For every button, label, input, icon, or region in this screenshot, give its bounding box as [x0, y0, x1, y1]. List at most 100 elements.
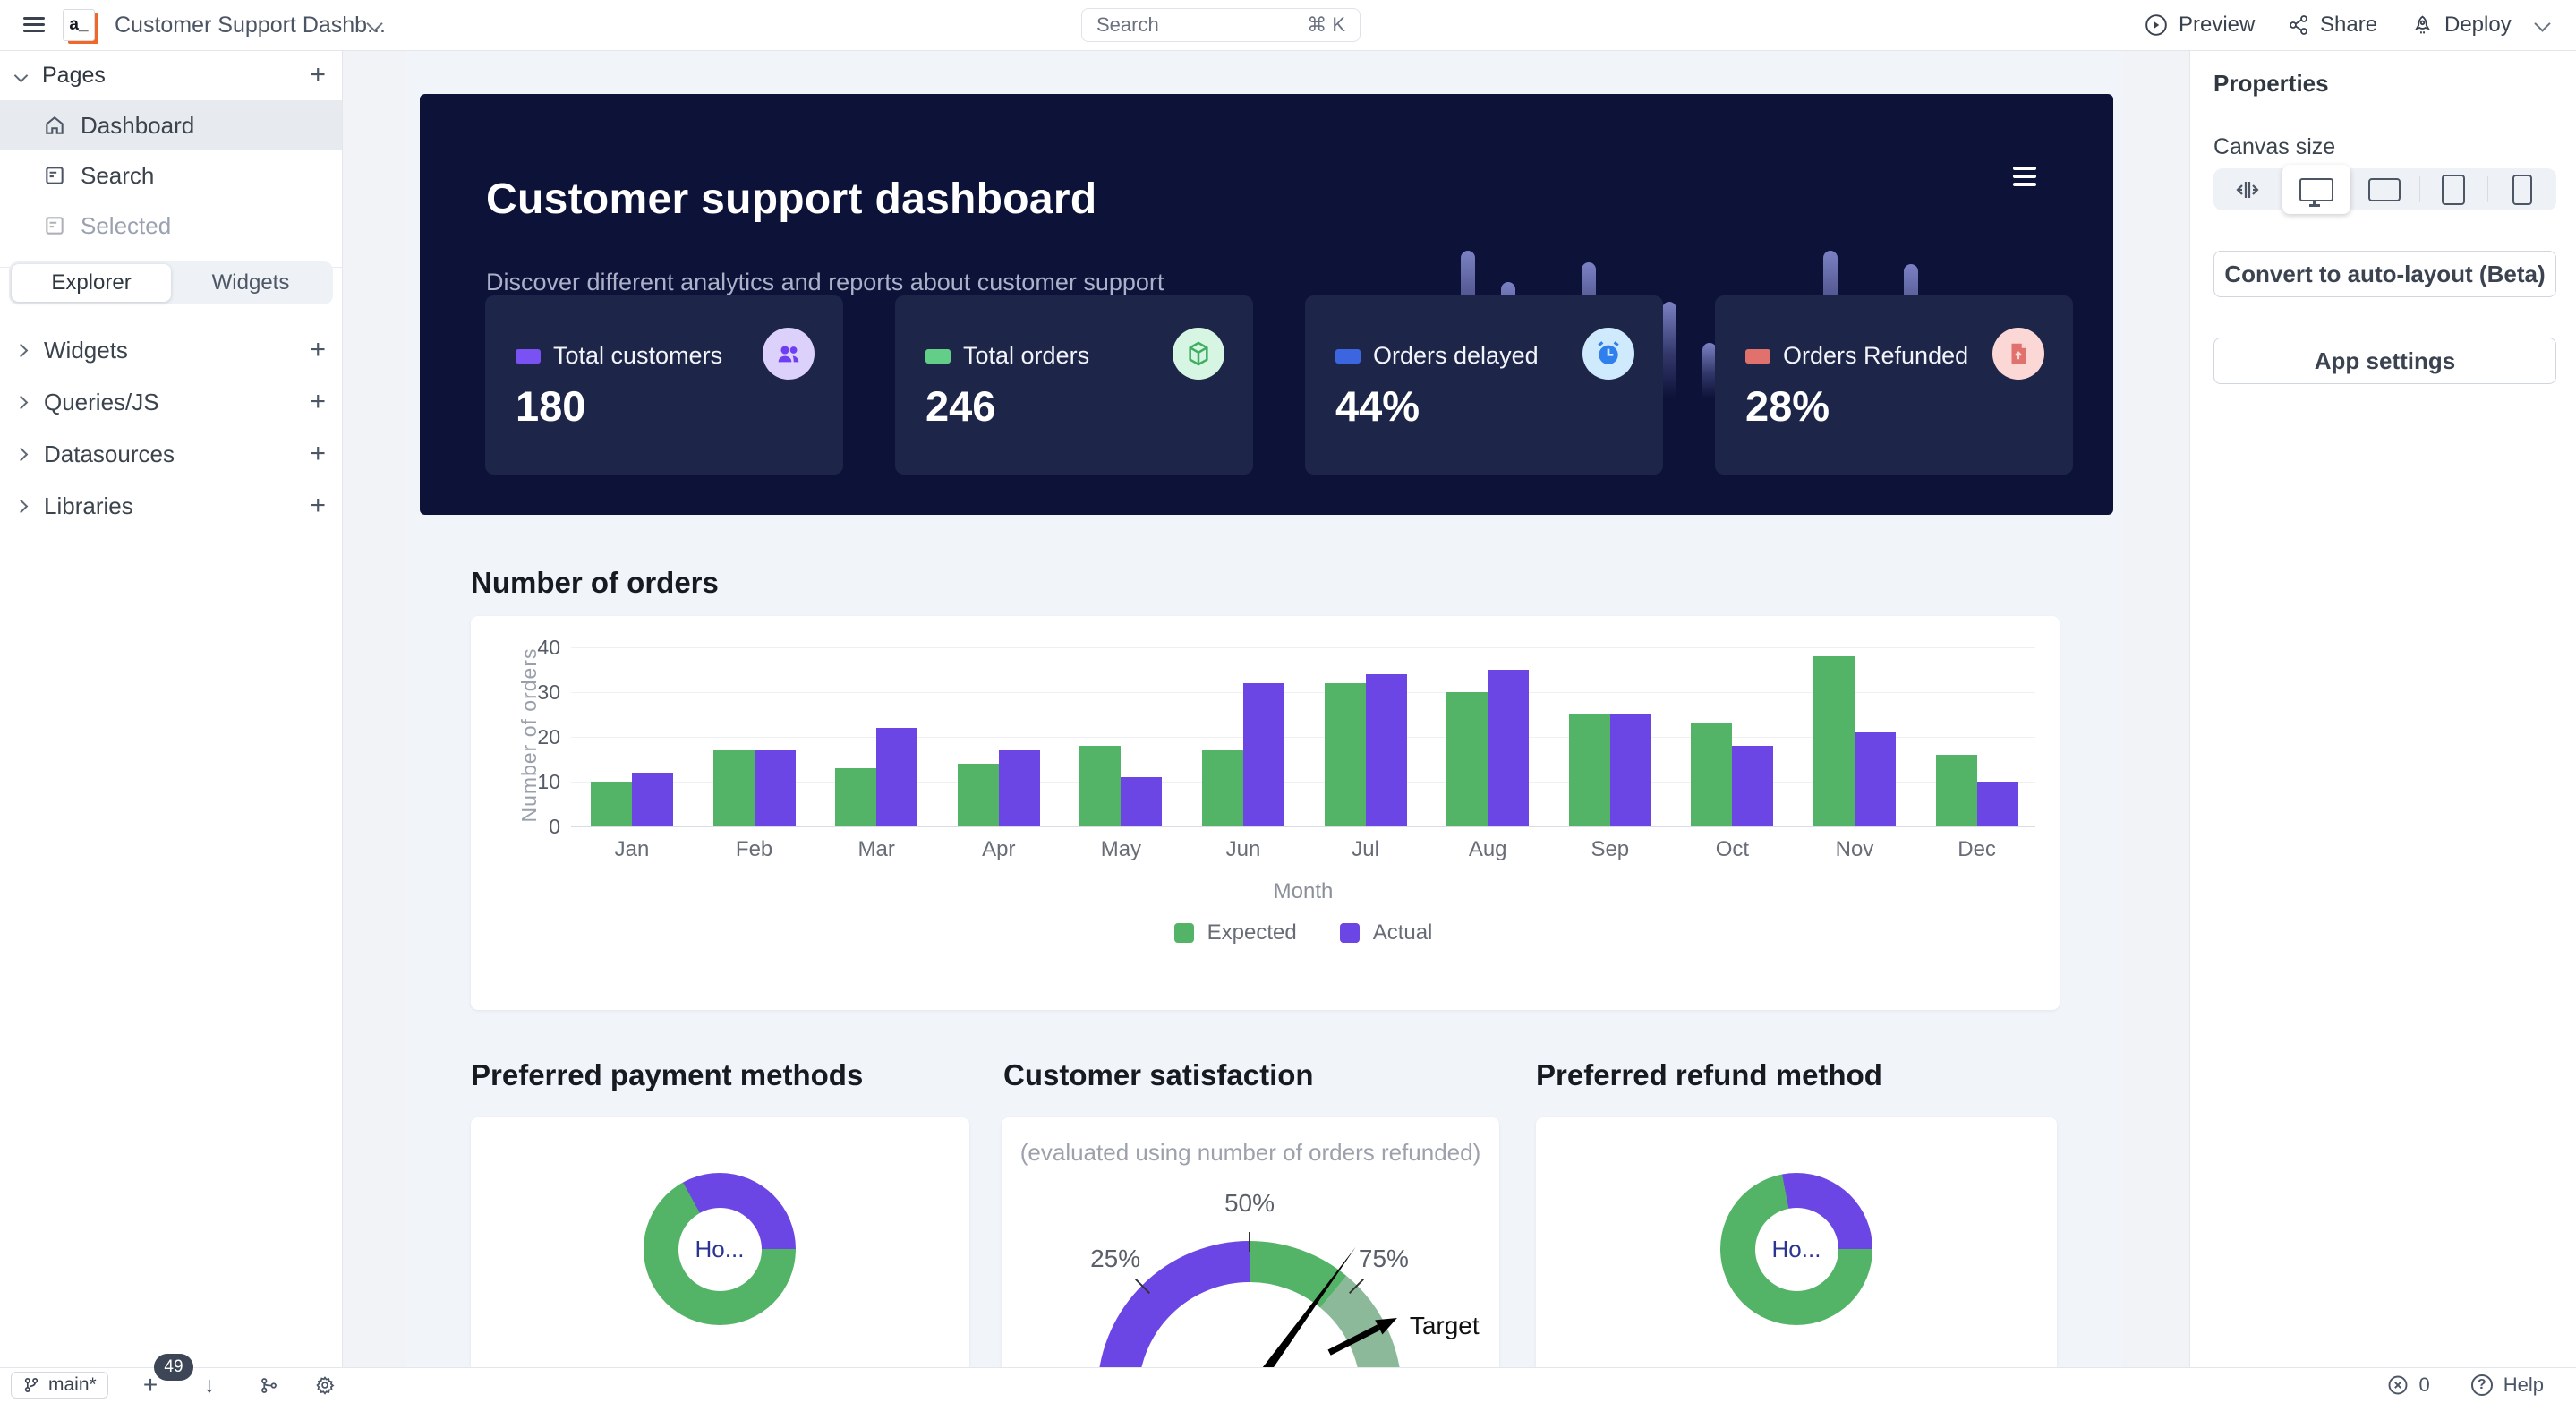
- x-tick-label: Nov: [1835, 837, 1874, 861]
- app-logo[interactable]: a_: [63, 9, 95, 41]
- payment-donut-widget[interactable]: Ho...: [471, 1117, 969, 1367]
- hero-menu-icon[interactable]: [2013, 162, 2036, 191]
- x-tick-label: Mar: [857, 837, 895, 861]
- canvas-size-tablet-landscape-icon[interactable]: [2350, 168, 2419, 210]
- y-tick-label: 0: [549, 815, 560, 838]
- stat-card-total-orders[interactable]: Total orders 246: [895, 295, 1253, 475]
- git-branch-button[interactable]: main*: [11, 1372, 108, 1399]
- chevron-right-icon: [13, 343, 29, 357]
- bar-expected: [1324, 683, 1366, 826]
- donut-center-label: Ho...: [695, 1235, 745, 1262]
- editor-canvas[interactable]: Customer support dashboard Discover diff…: [344, 50, 2189, 1367]
- stat-card-orders-delayed[interactable]: Orders delayed 44%: [1305, 295, 1663, 475]
- bar-expected: [1568, 714, 1610, 826]
- git-branch-icon: [24, 1378, 38, 1392]
- git-merge-button[interactable]: [252, 1368, 285, 1402]
- deploy-button[interactable]: Deploy: [2411, 0, 2512, 50]
- bar-expected: [835, 768, 877, 826]
- tree-section-label: Datasources: [44, 440, 175, 467]
- refund-chart-title: Preferred refund method: [1536, 1058, 1882, 1091]
- users-icon: [763, 328, 815, 380]
- branch-name: main*: [48, 1374, 97, 1395]
- help-button[interactable]: ? Help: [2470, 1373, 2544, 1397]
- gauge-tick-label: 75%: [1359, 1245, 1409, 1272]
- bar-actual: [754, 750, 796, 826]
- sidebar-item-search[interactable]: Search: [0, 150, 342, 201]
- stat-card-total-customers[interactable]: Total customers 180: [485, 295, 843, 475]
- sidebar-item-selected[interactable]: Selected: [0, 201, 342, 251]
- x-tick-label: Jun: [1225, 837, 1261, 861]
- canvas-size-desktop-icon[interactable]: [2282, 165, 2351, 214]
- stat-value: 180: [516, 382, 586, 430]
- zoom-in-button[interactable]: +: [142, 1371, 158, 1399]
- tab-explorer[interactable]: Explorer: [12, 264, 171, 302]
- errors-indicator[interactable]: 0: [2387, 1373, 2430, 1397]
- gauge-target-marker: [1327, 1324, 1380, 1356]
- orders-chart-widget[interactable]: Number of orders 40 30 20 10 0 Jan Feb Mar Apr Ma…: [471, 616, 2060, 1010]
- pages-section-header[interactable]: Pages +: [0, 50, 342, 100]
- error-count: 0: [2418, 1373, 2430, 1396]
- app-settings-button[interactable]: App settings: [2213, 338, 2556, 384]
- legend-item-expected[interactable]: Expected: [1173, 920, 1297, 945]
- left-sidebar: Pages + Dashboard Search Selected Explor…: [0, 50, 343, 1367]
- refund-donut-widget[interactable]: Ho...: [1536, 1117, 2057, 1367]
- search-shortcut-hint: ⌘ K: [1307, 13, 1345, 36]
- hamburger-menu-icon[interactable]: [23, 13, 45, 36]
- legend-label: Actual: [1372, 920, 1433, 945]
- bar-actual: [632, 773, 673, 826]
- tree-section-datasources[interactable]: Datasources +: [0, 428, 342, 480]
- add-query-button[interactable]: +: [310, 387, 326, 416]
- global-search-input[interactable]: Search ⌘ K: [1081, 8, 1361, 42]
- convert-auto-layout-button[interactable]: Convert to auto-layout (Beta): [2213, 251, 2556, 297]
- rocket-icon: [2415, 14, 2430, 33]
- tree-section-label: Queries/JS: [44, 388, 159, 415]
- bar-expected: [591, 782, 632, 826]
- refund-donut-chart: Ho...: [1720, 1173, 1872, 1325]
- stat-card-orders-refunded[interactable]: Orders Refunded 28%: [1715, 295, 2073, 475]
- tree-section-libraries[interactable]: Libraries +: [0, 480, 342, 532]
- stat-swatch: [1335, 348, 1361, 364]
- bar-actual: [1488, 670, 1530, 826]
- page-name: Dashboard: [81, 111, 195, 139]
- x-tick-label: Sep: [1591, 837, 1630, 861]
- help-label: Help: [2503, 1373, 2544, 1396]
- preview-button[interactable]: Preview: [2145, 0, 2255, 50]
- satisfaction-gauge-chart: 25% 50% 75% Target: [1090, 1189, 1480, 1367]
- gridline: [571, 737, 2035, 738]
- tree-section-widgets[interactable]: Widgets +: [0, 324, 342, 376]
- tree-section-queries-js[interactable]: Queries/JS +: [0, 376, 342, 428]
- satisfaction-gauge-widget[interactable]: (evaluated using number of orders refund…: [1002, 1117, 1499, 1367]
- chart-legend: Expected Actual: [574, 920, 2033, 945]
- bar-actual: [1609, 714, 1651, 826]
- add-page-button[interactable]: +: [310, 60, 326, 90]
- settings-gear-button[interactable]: [309, 1368, 341, 1402]
- gridline: [571, 782, 2035, 783]
- canvas-size-fluid-width-icon[interactable]: [2213, 168, 2282, 210]
- download-button[interactable]: ↓: [203, 1372, 216, 1398]
- share-button[interactable]: Share: [2288, 0, 2377, 50]
- properties-title: Properties: [2213, 70, 2329, 97]
- bar-expected: [1813, 656, 1855, 826]
- x-tick-label: May: [1100, 837, 1142, 861]
- tab-widgets[interactable]: Widgets: [211, 270, 290, 295]
- gridline: [571, 692, 2035, 693]
- x-tick-label: Jan: [614, 837, 650, 861]
- add-library-button[interactable]: +: [310, 491, 326, 520]
- stat-label: Orders Refunded: [1783, 342, 1969, 369]
- x-tick-label: Jul: [1352, 837, 1379, 861]
- bar-expected: [957, 764, 999, 826]
- legend-swatch-expected: [1173, 923, 1194, 943]
- bar-expected: [1691, 723, 1733, 826]
- page-name: Search: [81, 161, 155, 189]
- legend-item-actual[interactable]: Actual: [1339, 920, 1433, 945]
- bar-actual: [876, 728, 918, 826]
- add-widget-button[interactable]: +: [310, 335, 326, 364]
- canvas-size-tablet-portrait-icon[interactable]: [2418, 168, 2488, 210]
- add-datasource-button[interactable]: +: [310, 439, 326, 468]
- deploy-options-chevron-down-icon[interactable]: [2534, 15, 2551, 32]
- x-tick-label: Oct: [1715, 837, 1750, 861]
- sidebar-item-dashboard[interactable]: Dashboard: [0, 100, 342, 150]
- canvas-size-mobile-icon[interactable]: [2487, 168, 2556, 210]
- stat-swatch: [516, 348, 541, 364]
- payment-chart-title: Preferred payment methods: [471, 1058, 864, 1091]
